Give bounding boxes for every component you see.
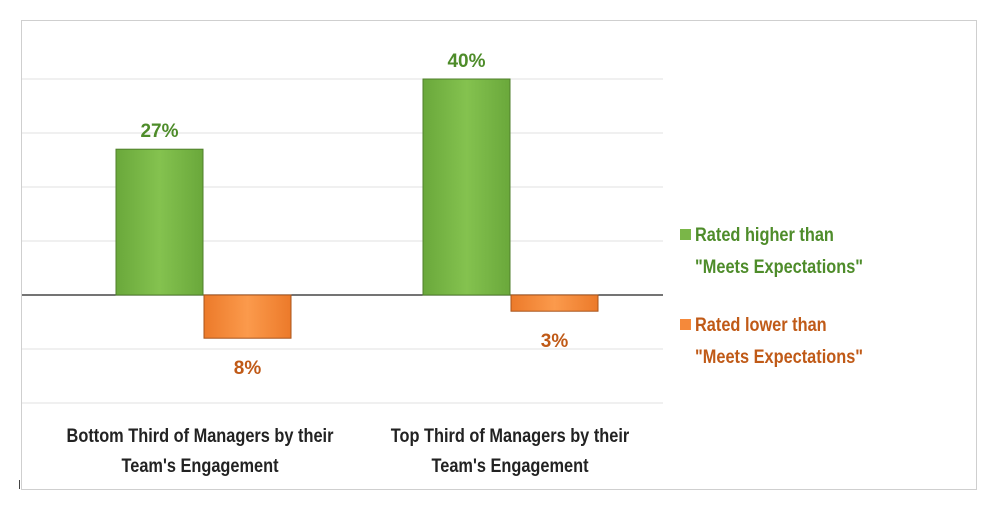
legend-item-lower: Rated lower than "Meets Expectations" <box>680 310 890 374</box>
bar-higher-0 <box>115 148 204 296</box>
data-label-lower-1: 3% <box>541 331 569 352</box>
category-label-bottom-third: Bottom Third of Managers by their Team's… <box>66 426 334 477</box>
legend-swatch-green <box>680 229 691 240</box>
legend: Rated higher than "Meets Expectations" R… <box>680 220 890 404</box>
bars <box>115 78 599 339</box>
bar-lower-0 <box>203 294 292 339</box>
bar-lower-1 <box>510 294 599 312</box>
legend-label-lower: Rated lower than "Meets Expectations" <box>695 315 864 368</box>
data-label-lower-0: 8% <box>234 358 262 379</box>
data-labels: 27% 8% 40% 3% <box>140 51 568 379</box>
legend-label-higher: Rated higher than "Meets Expectations" <box>695 225 864 278</box>
data-label-higher-0: 27% <box>140 121 178 142</box>
axis-tick <box>19 480 20 489</box>
legend-item-higher: Rated higher than "Meets Expectations" <box>680 220 890 284</box>
bar-higher-1 <box>422 78 511 296</box>
legend-swatch-orange <box>680 319 691 330</box>
data-label-higher-1: 40% <box>447 51 485 72</box>
category-label-top-third: Top Third of Managers by their Team's En… <box>390 426 630 477</box>
